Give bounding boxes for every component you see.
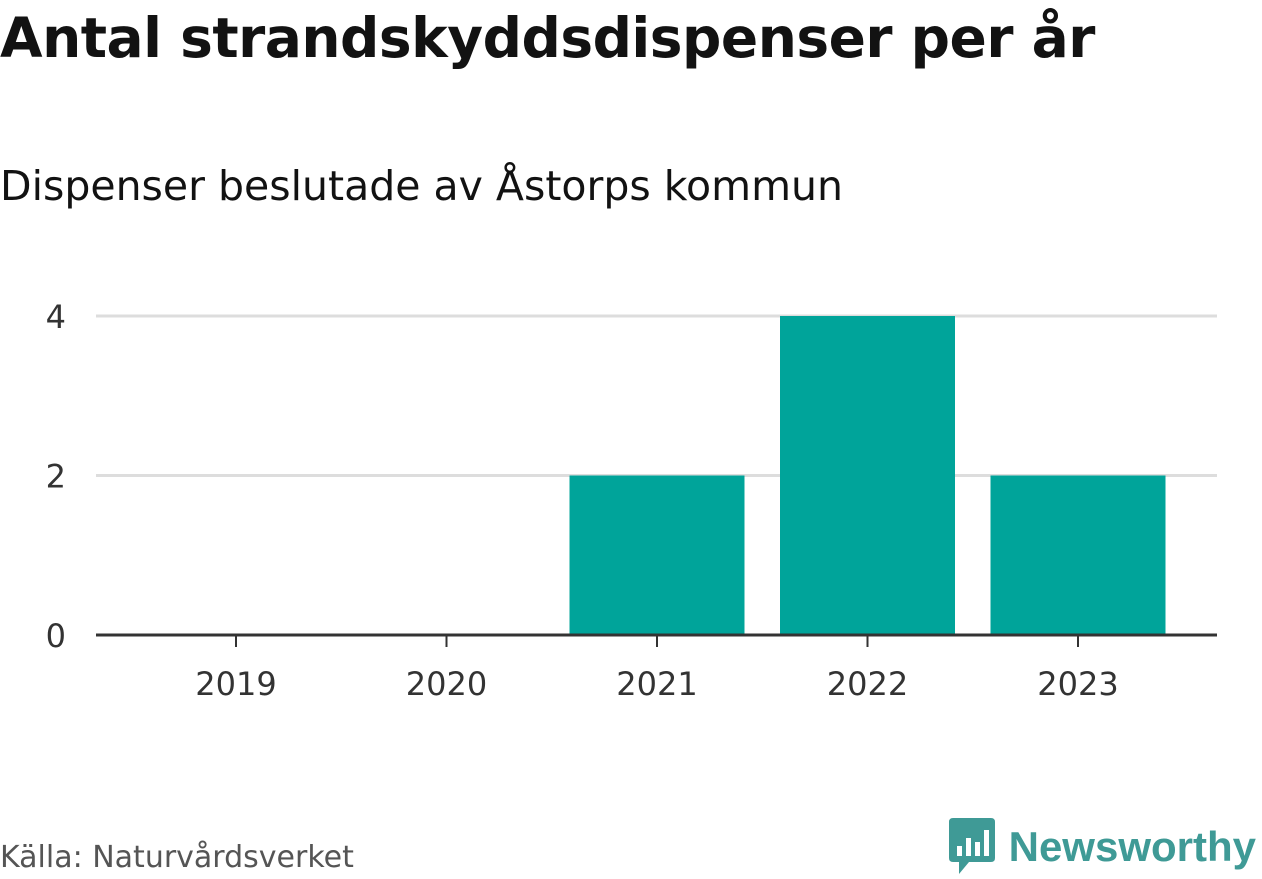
chart-title: Antal strandskyddsdispenser per år — [0, 6, 1095, 70]
source-note: Källa: Naturvårdsverket — [0, 840, 354, 875]
bar-2022 — [780, 316, 955, 635]
x-tick-label: 2019 — [195, 665, 276, 703]
x-tick-label: 2023 — [1037, 665, 1118, 703]
y-tick-label: 4 — [46, 298, 66, 336]
brand-name: Newsworthy — [1008, 823, 1256, 870]
y-tick-label: 2 — [46, 458, 66, 496]
bars — [569, 316, 1166, 635]
axes: 0 2 4 2019 2020 2021 2022 2023 — [46, 298, 1217, 703]
x-tick-label: 2021 — [616, 665, 697, 703]
y-tick-label: 0 — [46, 617, 66, 655]
bar-2023 — [990, 475, 1166, 635]
bar-chart-speech-bubble-icon — [948, 818, 995, 874]
chart-subtitle: Dispenser beslutade av Åstorps kommun — [0, 162, 843, 210]
x-tick-label: 2020 — [406, 665, 487, 703]
gridlines — [96, 314, 1217, 477]
brand-logo: Newsworthy — [947, 818, 1256, 876]
bar-2021 — [569, 475, 745, 635]
x-tick-label: 2022 — [827, 665, 908, 703]
